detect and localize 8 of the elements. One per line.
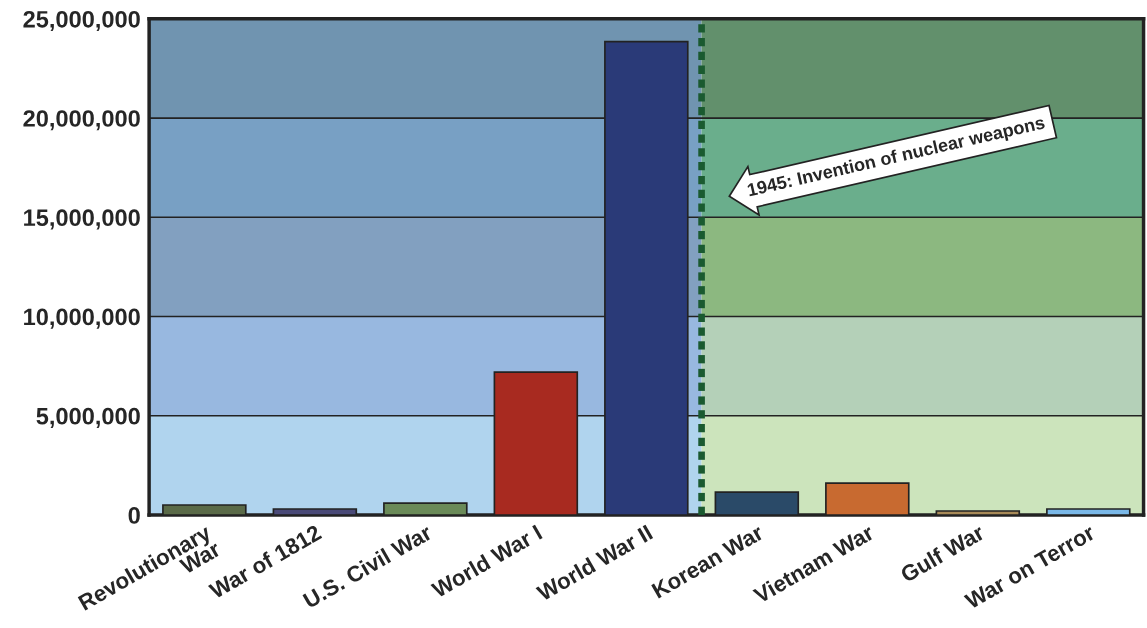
annotation: 1945: Invention of nuclear weapons: [746, 115, 1047, 200]
y-tick-label: 10,000,000: [24, 308, 140, 329]
x-tick-label: Gulf War: [899, 523, 986, 583]
y-tick-label: 20,000,000: [23, 110, 140, 131]
y-tick-label: 5,000,000: [36, 407, 140, 428]
y-tick-label: 0: [128, 507, 140, 524]
y-tick-label: 25,000,000: [23, 10, 140, 32]
y-tick-label: 15,000,000: [24, 209, 140, 230]
